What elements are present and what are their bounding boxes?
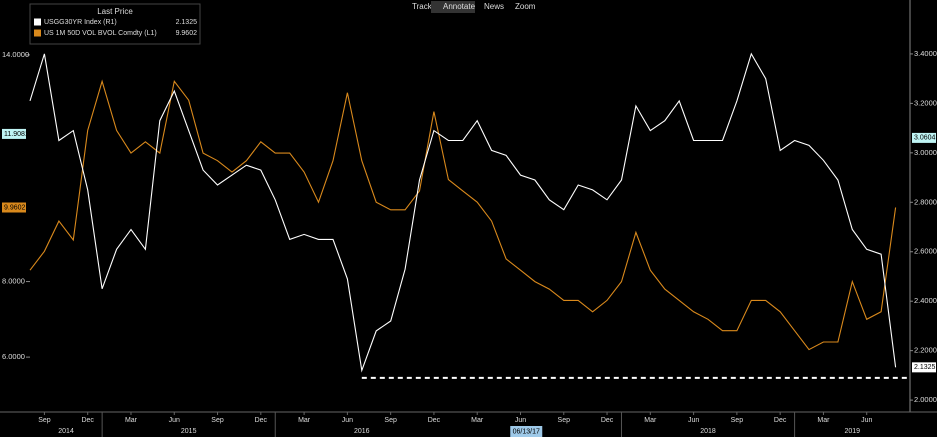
x-tick-label: Jun bbox=[515, 417, 526, 424]
value-tag bbox=[912, 132, 936, 143]
x-tick-label: Dec bbox=[774, 417, 787, 424]
series-line bbox=[29, 52, 897, 373]
x-tick-label: Sep bbox=[38, 417, 51, 424]
last-value-label: 9.9602 bbox=[4, 204, 26, 211]
value-tag bbox=[2, 128, 26, 139]
y2-tick-label: 2.6000 bbox=[914, 247, 937, 256]
last-value-label: 2.1325 bbox=[914, 364, 936, 371]
x-tick-label: Dec bbox=[428, 417, 441, 424]
x-tick-label: Sep bbox=[384, 417, 397, 424]
x-tick-label: Sep bbox=[558, 417, 571, 424]
y2-tick-label: 2.8000 bbox=[914, 197, 937, 206]
x-tick-label: Jun bbox=[169, 417, 180, 424]
toolbar-track[interactable]: Track bbox=[412, 2, 433, 11]
legend-label: US 1M 50D VOL BVOL Comdty (L1) bbox=[44, 30, 157, 37]
legend-box bbox=[29, 3, 201, 45]
y2-tick-label: 3.2000 bbox=[914, 98, 937, 107]
x-tick-label: Sep bbox=[211, 417, 224, 424]
x-tick-label: Jun bbox=[342, 417, 353, 424]
y-tick-label: 6.0000 bbox=[2, 352, 25, 361]
legend-swatch bbox=[34, 29, 41, 37]
toolbar-news[interactable]: News bbox=[484, 2, 504, 11]
x-tick-label: Mar bbox=[298, 417, 311, 424]
legend-label: USGG30YR Index (R1) bbox=[44, 19, 117, 26]
x-tick-label: Mar bbox=[644, 417, 657, 424]
cursor-date-label: 06/13/17 bbox=[513, 428, 540, 435]
y2-tick-label: 3.4000 bbox=[914, 49, 937, 58]
x-tick-label: Mar bbox=[817, 417, 830, 424]
legend-value: 9.9602 bbox=[176, 30, 198, 37]
x-tick-label: Jun bbox=[861, 417, 872, 424]
x-year-label: 2015 bbox=[181, 428, 197, 435]
y-tick-label: 8.0000 bbox=[2, 277, 25, 286]
x-tick-label: Dec bbox=[81, 417, 94, 424]
x-tick-label: Jun bbox=[688, 417, 699, 424]
toolbar: Track Annotate News Zoom bbox=[412, 1, 536, 13]
toolbar-annotate[interactable]: Annotate bbox=[443, 2, 476, 11]
toolbar-active bbox=[431, 1, 475, 13]
toolbar-zoom[interactable]: Zoom bbox=[515, 2, 536, 11]
y2-tick-label: 3.0000 bbox=[914, 148, 937, 157]
value-tag-label: 11.9081 bbox=[4, 131, 29, 138]
legend-title: Last Price bbox=[97, 7, 133, 16]
x-tick-label: Sep bbox=[731, 417, 744, 424]
y2-tick-label: 2.0000 bbox=[914, 395, 937, 404]
y2-tick-label: 2.4000 bbox=[914, 296, 937, 305]
x-year-label: 2016 bbox=[354, 428, 370, 435]
x-tick-label: Mar bbox=[471, 417, 484, 424]
x-tick-label: Mar bbox=[125, 417, 138, 424]
x-tick-label: Dec bbox=[255, 417, 268, 424]
x-year-label: 2018 bbox=[700, 428, 716, 435]
last-value-tag bbox=[912, 362, 936, 373]
value-tag-label: 3.0604 bbox=[914, 135, 936, 142]
x-year-label: 2019 bbox=[845, 428, 861, 435]
last-value-tag bbox=[2, 202, 26, 213]
y-tick-label: 14.0000 bbox=[2, 50, 29, 59]
legend-value: 2.1325 bbox=[176, 19, 198, 26]
series-line bbox=[29, 79, 897, 351]
y2-tick-label: 2.2000 bbox=[914, 346, 937, 355]
legend-swatch bbox=[34, 18, 41, 26]
x-year-label: 2014 bbox=[58, 428, 74, 435]
cursor-date-box bbox=[510, 426, 543, 437]
x-tick-label: Dec bbox=[601, 417, 614, 424]
